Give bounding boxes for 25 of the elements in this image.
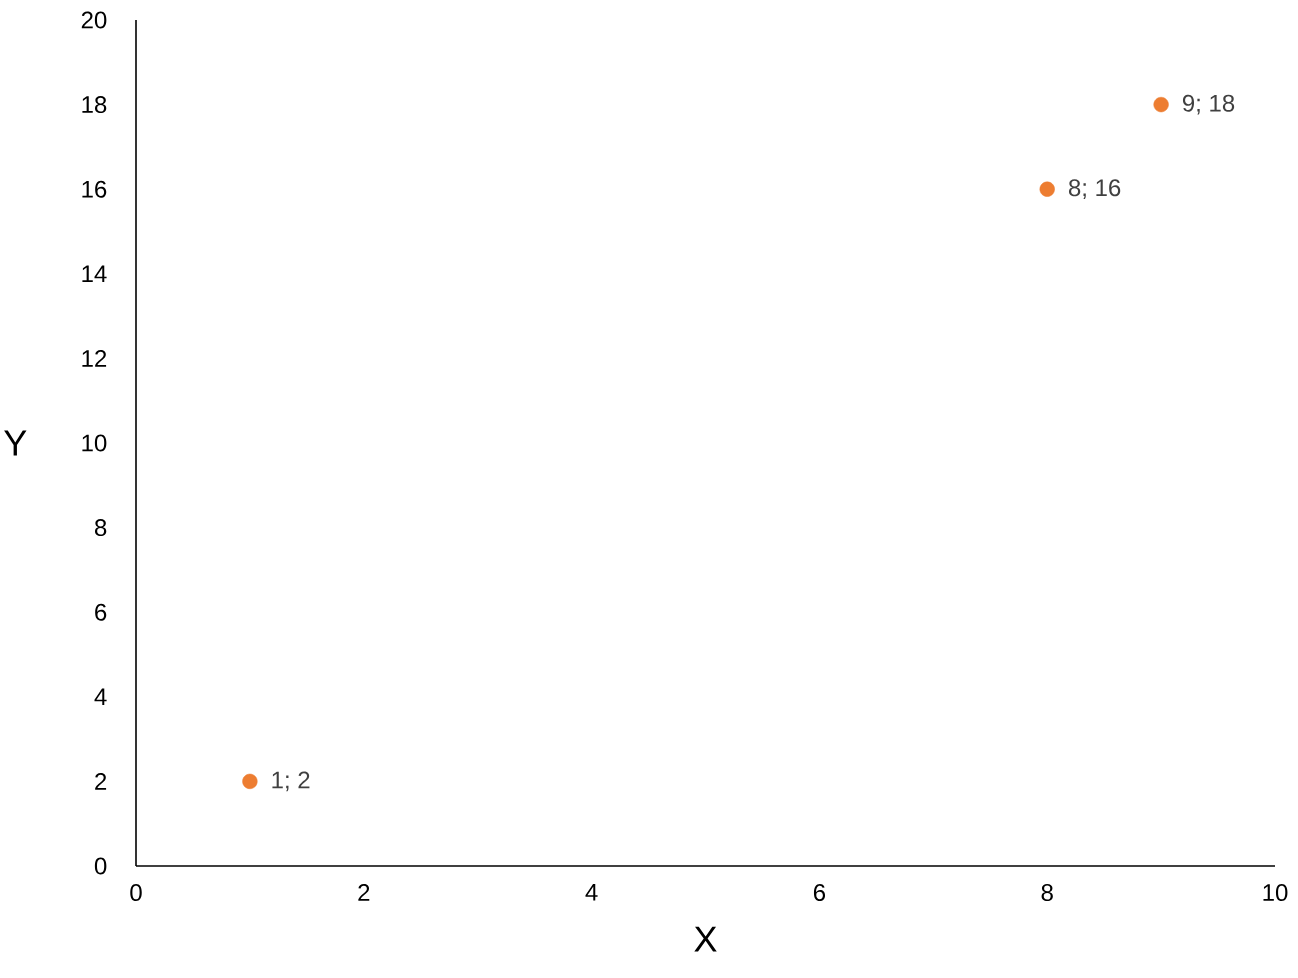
x-tick-label: 0 bbox=[130, 884, 142, 902]
y-tick-label: 12 bbox=[82, 350, 107, 367]
y-axis-title: Y bbox=[4, 430, 27, 456]
x-tick-label: 10 bbox=[1263, 884, 1288, 902]
x-tick-label: 6 bbox=[813, 884, 826, 902]
y-tick-label: 14 bbox=[82, 265, 107, 283]
y-tick-label: 8 bbox=[94, 519, 107, 537]
y-tick-label: 16 bbox=[82, 180, 107, 198]
x-tick-label: 8 bbox=[1041, 884, 1053, 902]
y-tick-label: 18 bbox=[82, 96, 107, 114]
x-tick-label: 4 bbox=[585, 884, 598, 901]
data-label: 1; 2 bbox=[272, 771, 310, 792]
y-tick-label: 20 bbox=[81, 11, 107, 29]
point bbox=[1039, 181, 1055, 197]
y-tick-label: 6 bbox=[95, 603, 107, 621]
x-tick-label: 2 bbox=[358, 884, 370, 901]
y-tick-label: 0 bbox=[94, 857, 107, 875]
y-tick-label: 2 bbox=[95, 773, 107, 790]
point bbox=[242, 773, 258, 789]
data-label: 9; 18 bbox=[1182, 94, 1235, 115]
point bbox=[1153, 96, 1169, 113]
y-tick-label: 4 bbox=[94, 688, 107, 706]
y-tick-label: 10 bbox=[82, 434, 107, 452]
data-label: 8; 16 bbox=[1068, 179, 1121, 200]
x-axis-title: X bbox=[694, 926, 717, 952]
